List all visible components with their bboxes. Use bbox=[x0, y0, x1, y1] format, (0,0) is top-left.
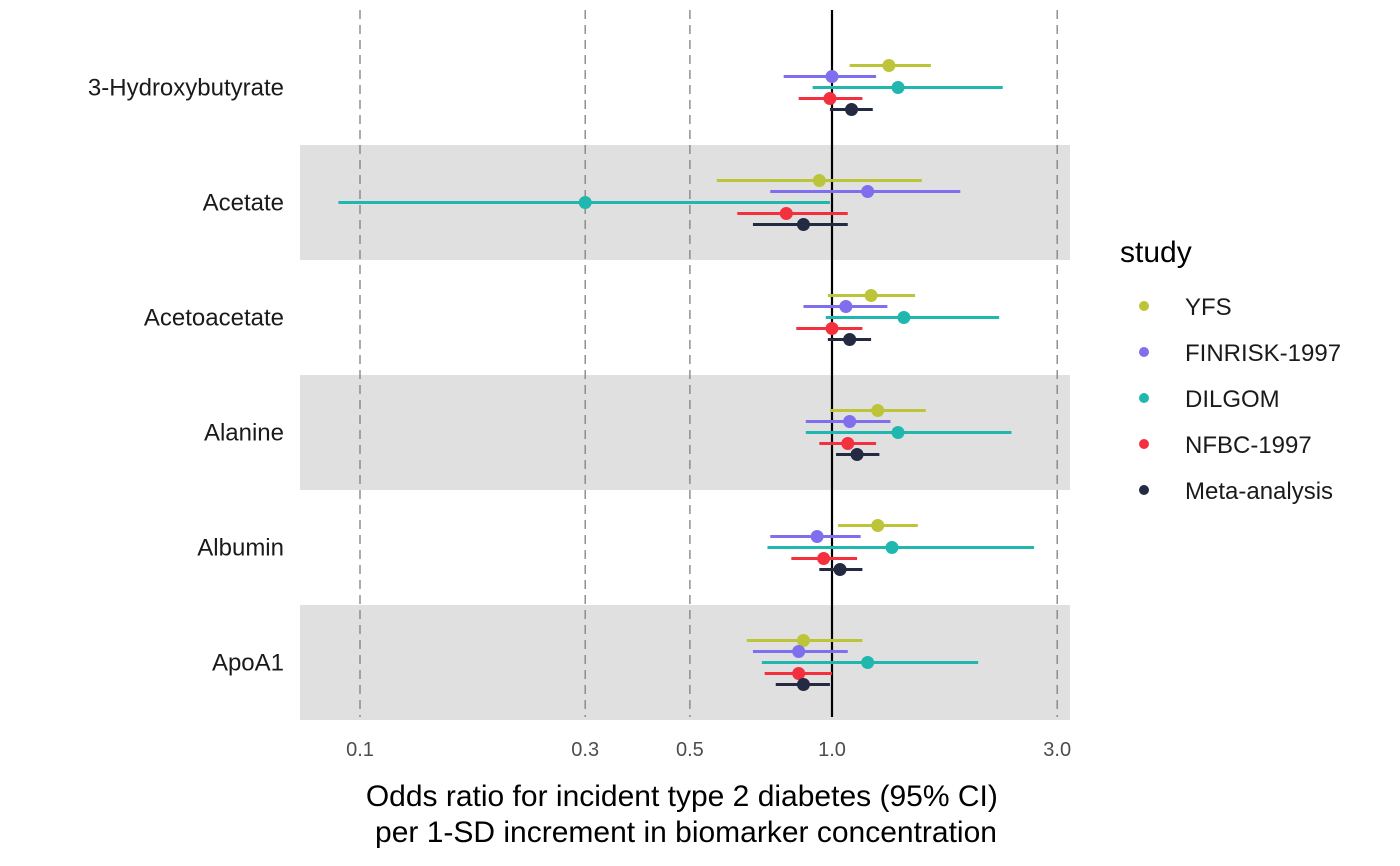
point-estimate bbox=[864, 289, 878, 302]
category-label: Alanine bbox=[204, 420, 284, 447]
point-estimate bbox=[850, 448, 864, 461]
series-meta-analysis bbox=[752, 103, 880, 691]
point-estimate bbox=[871, 519, 885, 532]
gridlines bbox=[359, 10, 1058, 717]
legend-key bbox=[1139, 347, 1149, 357]
point-estimate bbox=[843, 333, 857, 346]
legend-key bbox=[1139, 301, 1149, 311]
legend-key bbox=[1139, 485, 1149, 495]
legend-item: FINRISK-1997 bbox=[1139, 340, 1341, 367]
x-tick-label: 3.0 bbox=[1043, 739, 1071, 761]
point-estimate bbox=[823, 92, 837, 105]
series-yfs bbox=[716, 59, 931, 647]
legend-label: Meta-analysis bbox=[1185, 478, 1333, 505]
legend-item: DILGOM bbox=[1139, 386, 1280, 413]
category-labels: 3-Hydroxybutyrate Acetate Acetoacetate Alan… bbox=[88, 75, 284, 677]
legend-key bbox=[1139, 393, 1149, 403]
x-tick-label: 0.5 bbox=[676, 739, 704, 761]
point-estimate bbox=[839, 300, 853, 313]
point-estimate bbox=[841, 437, 855, 450]
legend-label: YFS bbox=[1185, 294, 1232, 321]
category-label: Acetoacetate bbox=[144, 305, 284, 332]
chart-marks bbox=[338, 59, 1035, 691]
point-estimate bbox=[871, 404, 885, 417]
point-estimate bbox=[891, 81, 905, 94]
x-tick-labels: 0.1 0.3 0.5 1.0 3.0 bbox=[346, 739, 1071, 761]
legend-item: YFS bbox=[1139, 294, 1232, 321]
point-estimate bbox=[792, 645, 806, 658]
category-label: ApoA1 bbox=[212, 650, 284, 677]
point-estimate bbox=[825, 70, 839, 83]
point-estimate bbox=[861, 656, 875, 669]
series-nfbc-1997 bbox=[737, 92, 877, 680]
point-estimate bbox=[861, 185, 875, 198]
x-axis-label-line-1: Odds ratio for incident type 2 diabetes … bbox=[366, 780, 998, 813]
category-label: Acetate bbox=[203, 190, 284, 217]
point-estimate bbox=[796, 218, 810, 231]
point-estimate bbox=[843, 415, 857, 428]
series-dilgom bbox=[338, 81, 1035, 669]
point-estimate bbox=[825, 322, 839, 335]
point-estimate bbox=[891, 426, 905, 439]
legend-key bbox=[1139, 439, 1149, 449]
point-estimate bbox=[796, 634, 810, 647]
point-estimate bbox=[833, 563, 847, 576]
point-estimate bbox=[897, 311, 911, 324]
point-estimate bbox=[812, 174, 826, 187]
point-estimate bbox=[885, 541, 899, 554]
legend-title: study bbox=[1120, 236, 1192, 269]
category-label: 3-Hydroxybutyrate bbox=[88, 75, 284, 102]
series-finrisk-1997 bbox=[752, 70, 961, 658]
legend-label: NFBC-1997 bbox=[1185, 432, 1312, 459]
legend-label: FINRISK-1997 bbox=[1185, 340, 1341, 367]
point-estimate bbox=[845, 103, 859, 116]
legend: study YFS FINRISK-1997 DILGOM NFBC-1997 Meta… bbox=[1120, 236, 1341, 505]
point-estimate bbox=[578, 196, 592, 209]
point-estimate bbox=[792, 667, 806, 680]
legend-label: DILGOM bbox=[1185, 386, 1280, 413]
point-estimate bbox=[796, 678, 810, 691]
legend-item: NFBC-1997 bbox=[1139, 432, 1312, 459]
legend-item: Meta-analysis bbox=[1139, 478, 1333, 505]
x-tick-label: 0.3 bbox=[571, 739, 599, 761]
point-estimate bbox=[779, 207, 793, 220]
point-estimate bbox=[882, 59, 896, 72]
x-axis-label: Odds ratio for incident type 2 diabetes … bbox=[366, 780, 1006, 849]
x-tick-label: 0.1 bbox=[346, 739, 374, 761]
point-estimate bbox=[810, 530, 824, 543]
category-label: Albumin bbox=[197, 535, 284, 562]
point-estimate bbox=[817, 552, 831, 565]
x-axis-label-line-2: per 1-SD increment in biomarker concentr… bbox=[375, 816, 997, 849]
x-tick-label: 1.0 bbox=[818, 739, 846, 761]
